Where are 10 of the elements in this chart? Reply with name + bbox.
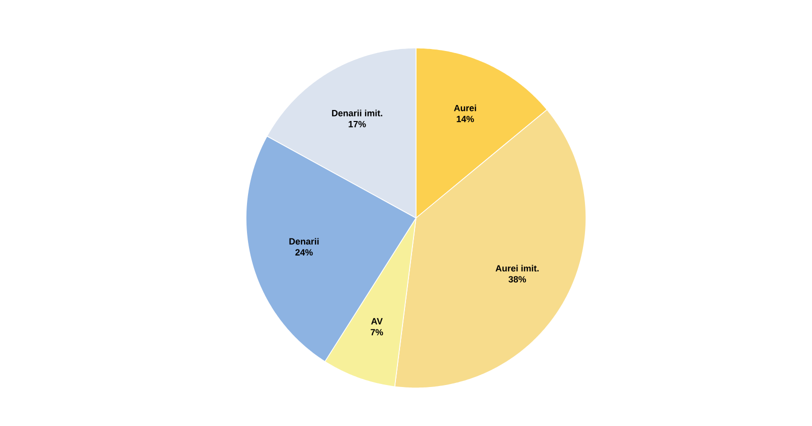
slice-label: Denarii imit. <box>332 110 382 116</box>
data-label: 14% <box>456 116 474 122</box>
slice-label: Aurei <box>454 104 476 112</box>
data-label: 17% <box>348 120 366 128</box>
data-label: 7% <box>370 329 384 336</box>
data-label: 24% <box>295 249 313 256</box>
slice-label: Aurei imit. <box>496 264 539 272</box>
slice-label: Denarii <box>289 238 319 245</box>
slice-label: AV <box>371 318 383 324</box>
data-label: 38% <box>508 276 526 282</box>
